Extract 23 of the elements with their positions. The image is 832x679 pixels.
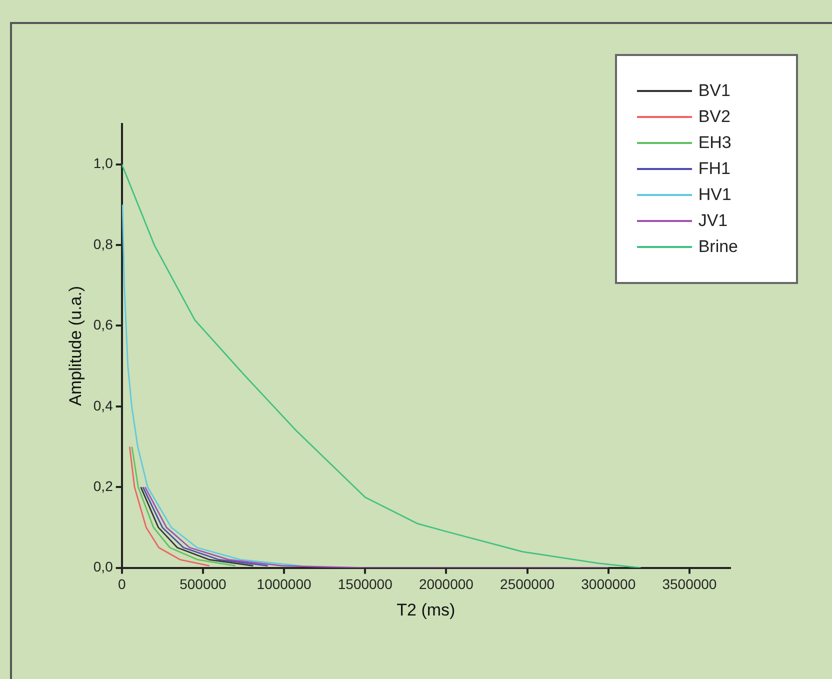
- legend-label: HV1: [698, 185, 732, 205]
- x-tick-label: 3500000: [662, 576, 717, 592]
- x-axis-title: T2 (ms): [396, 600, 456, 620]
- x-tick-label: 2000000: [418, 576, 474, 592]
- x-tick-label: 2500000: [500, 576, 555, 592]
- legend-label: Brine: [698, 237, 738, 257]
- legend-label: FH1: [698, 159, 730, 179]
- x-tick-label: 1500000: [338, 576, 393, 592]
- y-tick-label: 1,0: [93, 155, 114, 172]
- legend-label: EH3: [698, 133, 732, 153]
- y-tick-label: 0,4: [93, 397, 114, 414]
- y-tick-label: 0,0: [93, 558, 114, 575]
- legend-label: BV2: [698, 107, 730, 127]
- y-axis-title: Amplitude (u.a.): [66, 286, 85, 406]
- y-tick-label: 0,2: [93, 478, 114, 494]
- legend-label: BV1: [698, 81, 730, 101]
- x-tick-label: 0: [118, 576, 126, 592]
- legend-label: JV1: [698, 211, 728, 231]
- x-tick-label: 500000: [180, 576, 227, 592]
- x-tick-label: 3000000: [581, 576, 636, 592]
- y-tick-label: 0,8: [93, 236, 114, 252]
- x-tick-label: 1000000: [256, 576, 312, 592]
- y-tick-label: 0,6: [93, 316, 114, 333]
